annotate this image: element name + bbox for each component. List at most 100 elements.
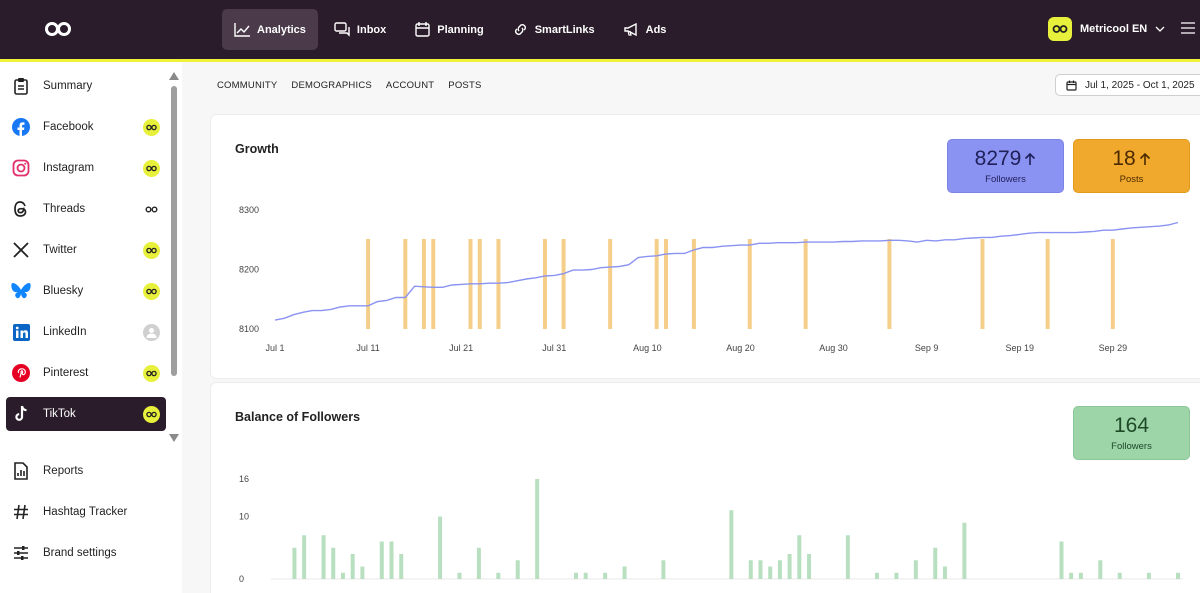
sidebar-item-bluesky[interactable]: Bluesky <box>6 274 166 308</box>
balance-card: Balance of Followers 164 Followers 16 10 0 <box>210 382 1200 593</box>
clipboard-icon <box>10 75 32 97</box>
post-bar <box>1110 239 1115 329</box>
gain-bar <box>515 560 520 579</box>
gain-bar <box>777 560 782 579</box>
chat-icon <box>334 22 350 37</box>
gain-bar <box>476 547 481 579</box>
connected-badge-icon <box>143 118 160 136</box>
bluesky-icon <box>10 280 32 302</box>
hashtag-icon <box>10 501 32 523</box>
connected-badge-icon <box>143 364 160 382</box>
gain-bar <box>292 547 297 579</box>
post-bar <box>403 239 408 329</box>
nav-planning-label: Planning <box>437 23 484 36</box>
calendar-icon <box>415 22 430 37</box>
gain-bar <box>1117 572 1122 579</box>
nav-analytics-label: Analytics <box>257 23 306 36</box>
gain-bar <box>399 554 404 579</box>
posts-stat-card[interactable]: 18 Posts <box>1073 139 1190 193</box>
nav-inbox-label: Inbox <box>356 23 387 36</box>
date-range-picker[interactable]: Jul 1, 2025 - Oct 1, 2025 <box>1055 74 1200 96</box>
top-bar: Analytics Inbox Planning SmartLinks Ads … <box>0 0 1200 59</box>
gain-bar <box>350 554 355 579</box>
gain-bar <box>535 479 540 579</box>
sidebar-item-threads[interactable]: Threads <box>6 192 166 226</box>
sidebar-scrollbar[interactable] <box>171 86 177 376</box>
nav-inbox[interactable]: Inbox <box>322 9 398 50</box>
sidebar-item-label: Reports <box>43 465 84 477</box>
nav-planning[interactable]: Planning <box>402 9 495 50</box>
scroll-down-arrow-icon[interactable] <box>169 434 179 442</box>
post-bar <box>496 239 501 329</box>
brand-avatar <box>1048 17 1072 41</box>
brand-switcher[interactable]: Metricool EN <box>1048 17 1165 41</box>
x-tick-label: Aug 30 <box>819 343 848 353</box>
gain-bar <box>574 572 578 579</box>
balance-chart: 16 10 0 <box>239 474 1183 584</box>
post-bar <box>691 239 696 329</box>
gain-bar <box>729 510 734 579</box>
sidebar-item-reports[interactable]: Reports <box>6 454 166 488</box>
brand-name: Metricool EN <box>1080 23 1148 35</box>
gain-bar <box>1098 560 1103 579</box>
sidebar-item-label: Brand settings <box>43 547 117 559</box>
gain-bar <box>768 566 773 579</box>
balance-followers-count: 164 <box>1113 413 1150 437</box>
balance-followers-label: Followers <box>1111 440 1152 452</box>
followers-stat-label: Followers <box>985 173 1026 185</box>
gain-bar <box>496 572 501 579</box>
sidebar-item-instagram[interactable]: Instagram <box>6 151 166 185</box>
post-bar <box>747 239 752 329</box>
tab-account[interactable]: ACCOUNT <box>385 80 435 91</box>
x-tick-label: Sep 29 <box>1099 343 1128 353</box>
growth-card: Growth 8279 Followers 18 Posts 8300 8200 8… <box>210 114 1200 379</box>
date-range-text: Jul 1, 2025 - Oct 1, 2025 <box>1085 79 1195 91</box>
top-bar-accent-line <box>0 59 1200 62</box>
sidebar-item-label: TikTok <box>43 408 76 420</box>
sidebar-item-label: Pinterest <box>43 367 89 379</box>
sidebar-item-hashtag-tracker[interactable]: Hashtag Tracker <box>6 495 166 529</box>
tab-demographics[interactable]: DEMOGRAPHICS <box>291 80 372 91</box>
arrow-up-icon <box>1139 152 1150 165</box>
x-tick-label: Sep 19 <box>1005 343 1034 353</box>
gain-bar <box>1069 572 1074 579</box>
sidebar-item-linkedin[interactable]: LinkedIn <box>6 315 166 349</box>
sidebar-item-pinterest[interactable]: Pinterest <box>6 356 166 390</box>
x-tick-label: Jul 21 <box>449 343 473 353</box>
gain-bar <box>807 554 812 579</box>
sidebar-item-twitter[interactable]: Twitter <box>6 233 166 267</box>
sidebar-item-brand-settings[interactable]: Brand settings <box>6 536 166 570</box>
calendar-icon <box>1066 80 1077 91</box>
sidebar-item-label: Facebook <box>43 121 94 133</box>
nav-smartlinks[interactable]: SmartLinks <box>500 9 607 50</box>
chevron-down-icon <box>1155 26 1165 32</box>
connected-badge-icon <box>143 282 160 300</box>
sidebar-item-label: LinkedIn <box>43 326 87 338</box>
nav-ads[interactable]: Ads <box>611 9 679 50</box>
nav-analytics[interactable]: Analytics <box>222 9 318 50</box>
y-tick-label: 0 <box>239 574 244 584</box>
y-tick-label: 8300 <box>239 205 259 215</box>
post-bar <box>887 239 892 329</box>
arrow-up-icon <box>1025 152 1036 165</box>
balance-followers-stat-card[interactable]: 164 Followers <box>1073 406 1190 460</box>
sidebar-item-label: Bluesky <box>43 285 84 297</box>
section-tabs: COMMUNITY DEMOGRAPHICS ACCOUNT POSTS <box>217 80 482 91</box>
tab-community[interactable]: COMMUNITY <box>217 80 278 91</box>
gain-bar <box>962 522 967 579</box>
hamburger-menu-icon[interactable] <box>1181 22 1195 34</box>
post-bar <box>654 239 659 329</box>
posts-stat-label: Posts <box>1119 173 1144 185</box>
metricool-logo-icon[interactable] <box>44 20 72 38</box>
megaphone-icon <box>623 22 637 37</box>
gain-bar <box>661 560 666 579</box>
followers-count: 8279 <box>974 146 1022 170</box>
tab-posts[interactable]: POSTS <box>448 80 482 91</box>
brand-logo-icon <box>1052 25 1068 33</box>
sidebar-item-tiktok[interactable]: TikTok <box>6 397 166 431</box>
sidebar-item-summary[interactable]: Summary <box>6 69 166 103</box>
followers-stat-card[interactable]: 8279 Followers <box>947 139 1064 193</box>
sidebar-item-facebook[interactable]: Facebook <box>6 110 166 144</box>
nav-ads-label: Ads <box>645 23 667 36</box>
scroll-up-arrow-icon[interactable] <box>169 72 179 80</box>
